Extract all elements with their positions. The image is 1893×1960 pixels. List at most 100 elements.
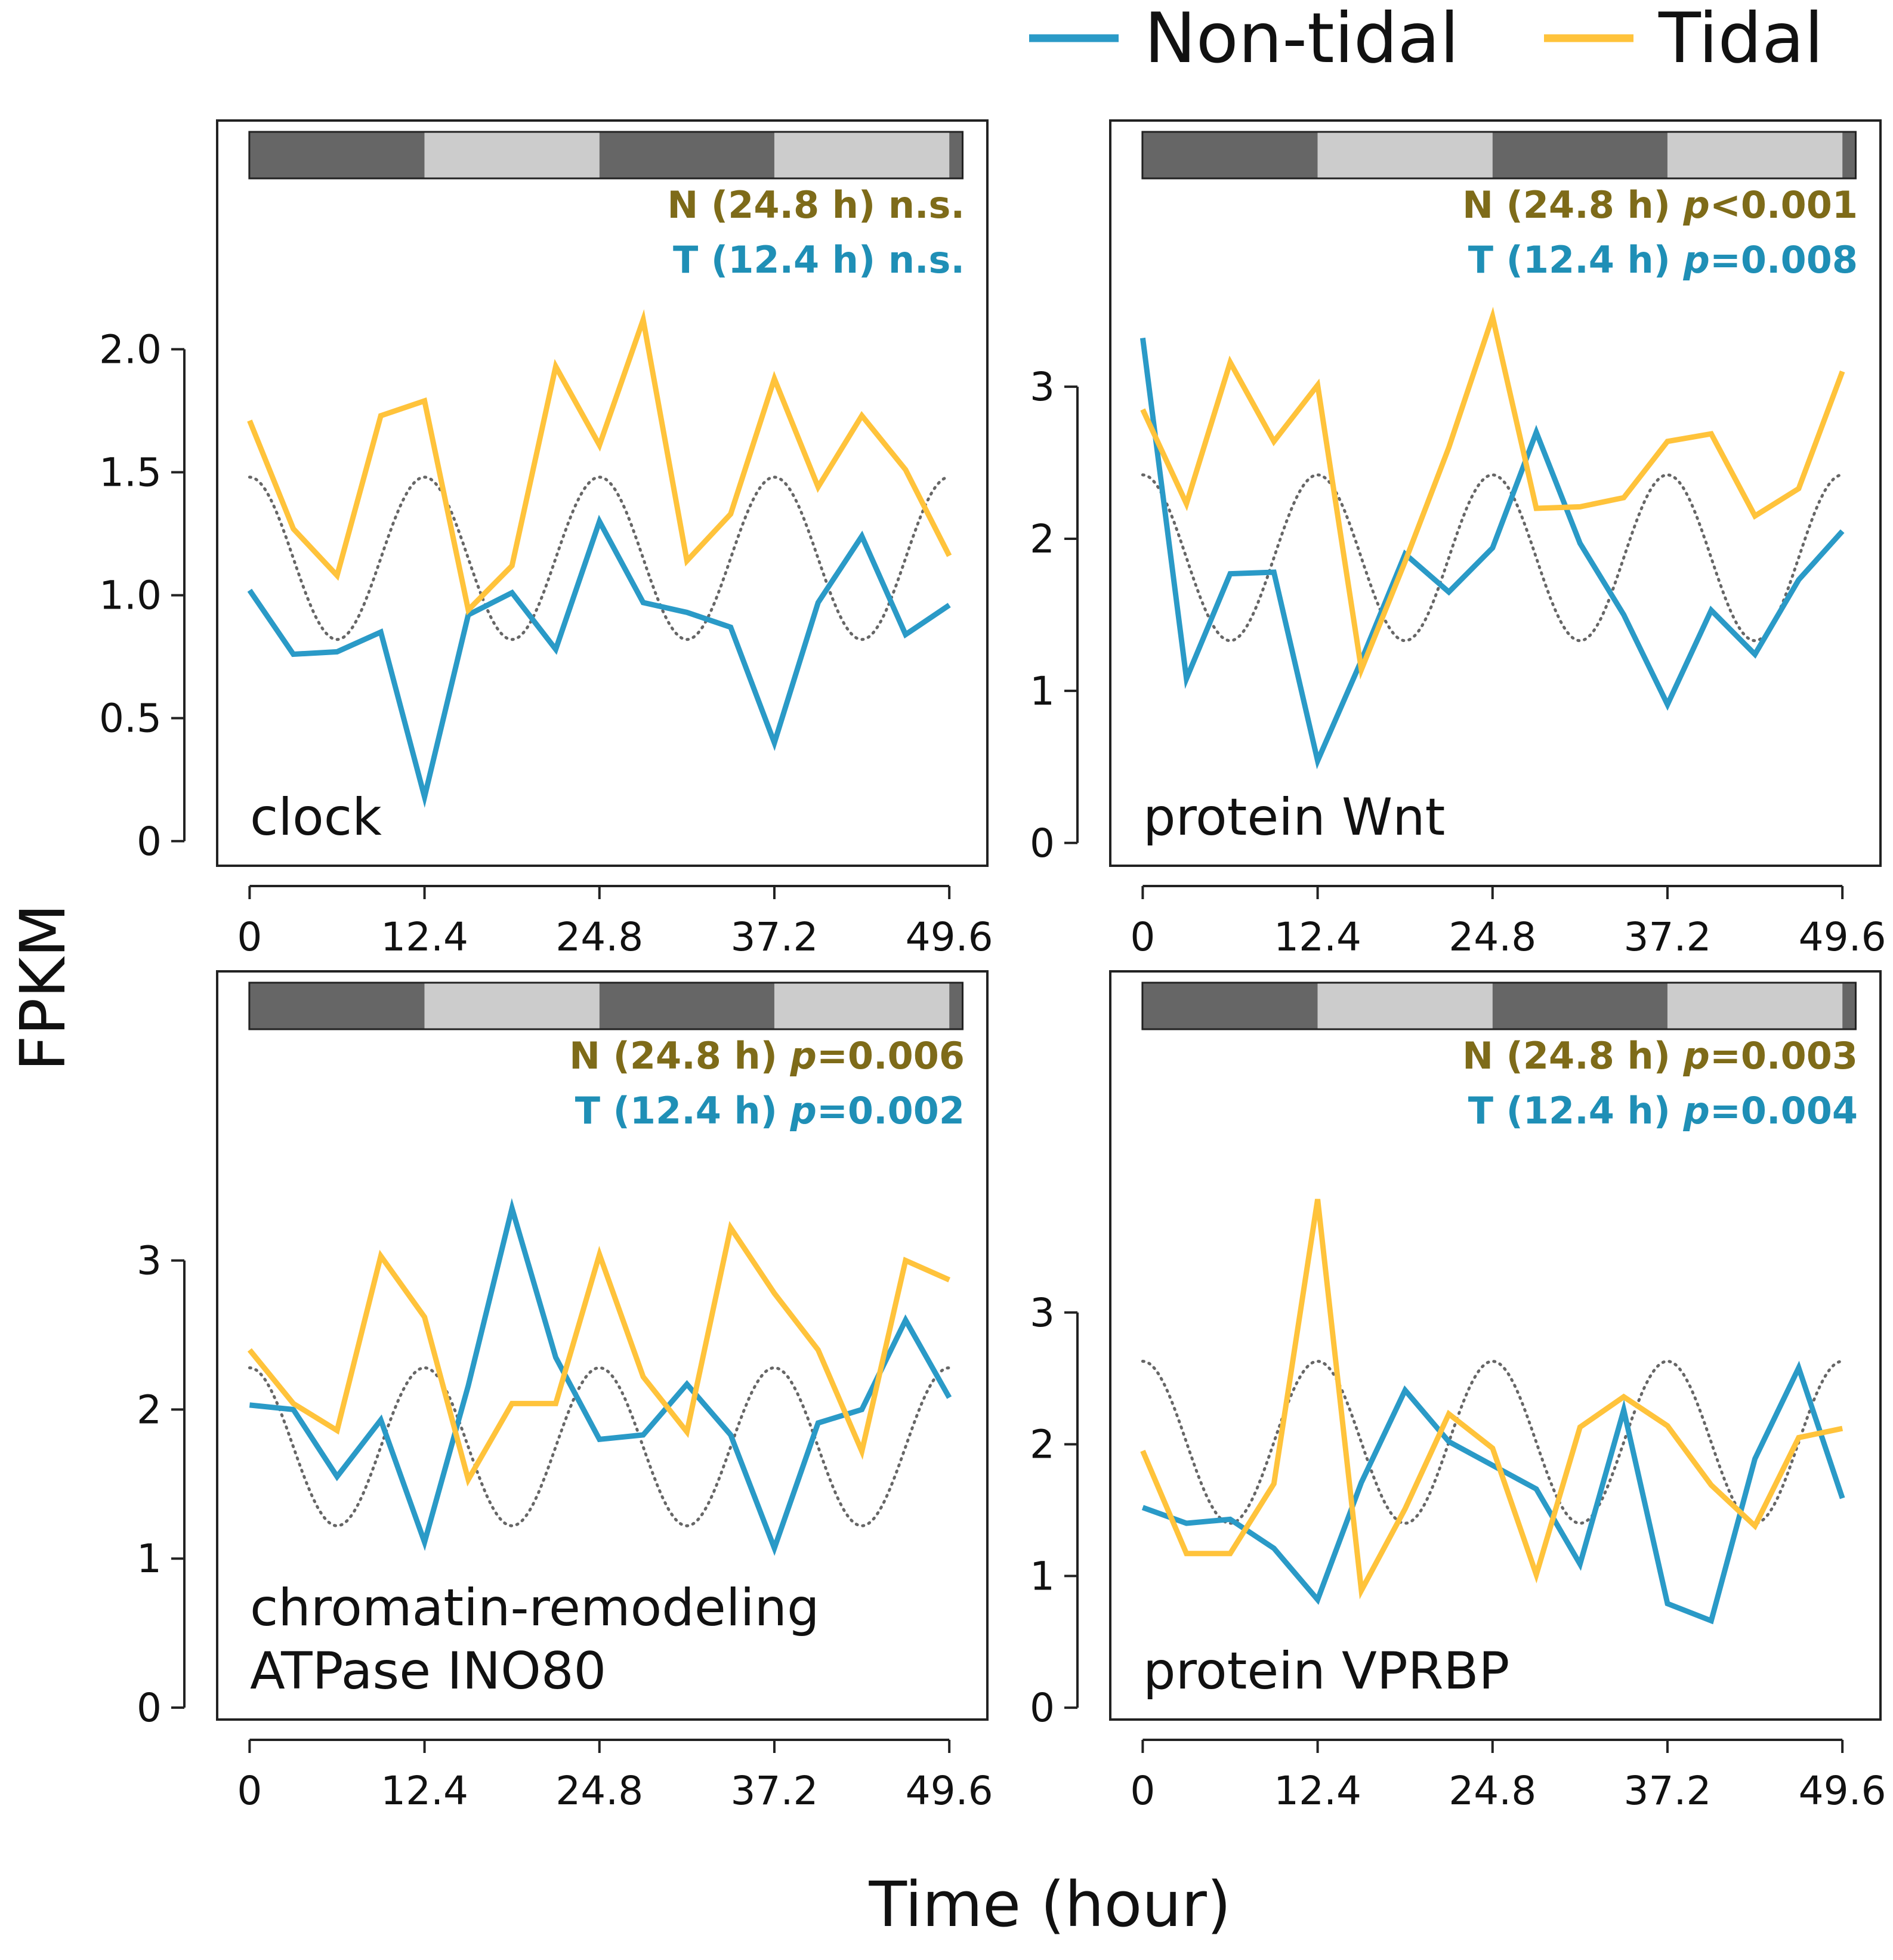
stat-n-p-value: <0.001	[1710, 183, 1858, 227]
stat-n-p-symbol: p	[1683, 1034, 1710, 1078]
y-tick-label: 3	[137, 1238, 162, 1284]
x-tick-label: 24.8	[555, 914, 643, 960]
stat-t-p-symbol: p	[1683, 1089, 1710, 1132]
phase-segment-light	[1317, 983, 1493, 1029]
y-tick-label: 0	[137, 819, 162, 865]
series-line-non-tidal	[249, 1197, 952, 1556]
y-tick-label: 0	[1030, 820, 1055, 866]
stat-n-prefix: N (24.8 h)	[1462, 1034, 1683, 1078]
stat-t-p-symbol: p	[790, 1089, 817, 1132]
x-tick-label: 37.2	[730, 1768, 818, 1814]
x-tick-label: 12.4	[1274, 1768, 1361, 1814]
x-tick-label: 0	[1130, 1768, 1155, 1814]
y-tick-label: 1	[1030, 1553, 1055, 1599]
x-tick-label: 49.6	[906, 1768, 993, 1814]
x-tick-label: 12.4	[381, 914, 468, 960]
series-line-tidal	[247, 309, 952, 616]
reference-cosine-line	[248, 476, 951, 641]
panel-frame	[1109, 970, 1882, 1721]
phase-bar-outline	[248, 131, 964, 180]
x-tick-label: 24.8	[555, 1768, 643, 1814]
y-tick-label: 2	[1030, 516, 1055, 562]
stat-t-prefix: T (12.4 h)	[1468, 238, 1684, 282]
phase-segment-light	[774, 132, 950, 178]
phase-segment-dark	[1492, 132, 1667, 178]
phase-segment-light	[424, 983, 600, 1029]
stat-t-prefix: T (12.4 h)	[673, 238, 888, 282]
panel-chromatin-remodeling: 0 1 2 3 0 12.4 24.8 37.2 49.6 N (24.8 h) p=0.006 T…	[137, 970, 993, 1814]
panel-frame	[216, 970, 989, 1721]
stat-t-prefix: T (12.4 h)	[575, 1089, 790, 1132]
series-line-non-tidal	[247, 514, 951, 808]
series-line-non-tidal	[1139, 337, 1845, 770]
stat-t-p-symbol: p	[1683, 238, 1710, 282]
x-axis-title: Time (hour)	[869, 1868, 1231, 1941]
stat-t-text: T (12.4 h) p=0.004	[1468, 1089, 1858, 1132]
legend-label-tidal: Tidal	[1658, 0, 1823, 79]
phase-segment-dark	[1492, 983, 1667, 1029]
legend: Non-tidal Tidal	[1029, 0, 1823, 79]
stat-n-p-symbol: p	[790, 1034, 817, 1078]
phase-bar-outline	[1141, 981, 1857, 1030]
panel-label-line: protein VPRBP	[1143, 1641, 1509, 1701]
stat-t-p-value: =0.002	[817, 1089, 965, 1132]
phase-bar-outline	[1141, 131, 1857, 180]
panel-label-line: protein Wnt	[1143, 788, 1445, 847]
stat-t-text: T (12.4 h) p=0.002	[575, 1089, 965, 1132]
reference-cosine-line	[1141, 1359, 1844, 1525]
phase-segment-dark	[1142, 983, 1318, 1029]
panel-protein-vprbp: 0 1 2 3 0 12.4 24.8 37.2 49.6 N (24.8 h) p=0.003 T…	[1030, 970, 1886, 1814]
phase-segment-dark	[1842, 983, 1855, 1029]
y-tick-label: 3	[1030, 364, 1055, 410]
x-tick-label: 12.4	[1274, 914, 1361, 960]
phase-segment-light	[424, 132, 600, 178]
x-tick-label: 37.2	[1623, 914, 1711, 960]
panel-clock: 0 0.5 1.0 1.5 2.0 0 12.4 24.8 37.2 49.6 N (24.8 h)…	[99, 119, 993, 960]
panel-frame	[216, 119, 989, 867]
stat-n-p-value: =0.003	[1710, 1034, 1858, 1078]
stat-t-text: T (12.4 h) p=0.008	[1468, 238, 1858, 282]
phase-segment-dark	[1142, 132, 1318, 178]
y-tick-label: 1	[1030, 668, 1055, 714]
x-tick-label: 49.6	[1799, 914, 1886, 960]
panel-label-line: ATPase INO80	[250, 1641, 606, 1701]
stat-n-prefix: N (24.8 h)	[1462, 183, 1683, 227]
stat-t-p-value: n.s.	[888, 238, 965, 282]
y-tick-label: 0	[137, 1685, 162, 1731]
phase-segment-light	[1667, 132, 1843, 178]
phase-segment-dark	[1842, 132, 1855, 178]
x-tick-label: 0	[1130, 914, 1155, 960]
series-line-tidal	[247, 1221, 951, 1487]
phase-bar-outline	[248, 981, 964, 1030]
reference-cosine-line	[248, 1366, 951, 1527]
x-tick-label: 0	[237, 1768, 262, 1814]
panel-label-line: clock	[250, 788, 382, 847]
stat-n-prefix: N (24.8 h)	[667, 183, 888, 227]
legend-label-non-tidal: Non-tidal	[1144, 0, 1459, 79]
phase-segment-light	[1317, 132, 1493, 178]
y-tick-label: 0	[1030, 1685, 1055, 1731]
phase-segment-dark	[599, 132, 774, 178]
reference-cosine-line	[1141, 473, 1844, 643]
series-line-tidal	[1140, 307, 1845, 680]
stat-n-p-value: n.s.	[888, 183, 965, 227]
phase-segment-dark	[249, 132, 425, 178]
stat-n-text: N (24.8 h) p=0.003	[1462, 1034, 1858, 1078]
stat-t-p-value: =0.004	[1710, 1089, 1858, 1132]
x-tick-label: 49.6	[1799, 1768, 1886, 1814]
y-tick-label: 2	[137, 1387, 162, 1433]
y-tick-label: 2	[1030, 1422, 1055, 1468]
panel-frame	[1109, 119, 1882, 867]
stat-n-p-value: =0.006	[817, 1034, 965, 1078]
x-tick-label: 37.2	[1623, 1768, 1711, 1814]
panel-label-line: chromatin-remodeling	[250, 1578, 820, 1638]
x-tick-label: 24.8	[1449, 1768, 1536, 1814]
phase-segment-dark	[249, 983, 425, 1029]
phase-segment-light	[1667, 983, 1843, 1029]
y-tick-label: 0.5	[99, 696, 162, 742]
series-line-tidal	[1140, 1199, 1843, 1600]
stat-t-p-value: =0.008	[1710, 238, 1858, 282]
phase-segment-dark	[949, 983, 962, 1029]
y-axis-title: FPKM	[7, 904, 79, 1071]
